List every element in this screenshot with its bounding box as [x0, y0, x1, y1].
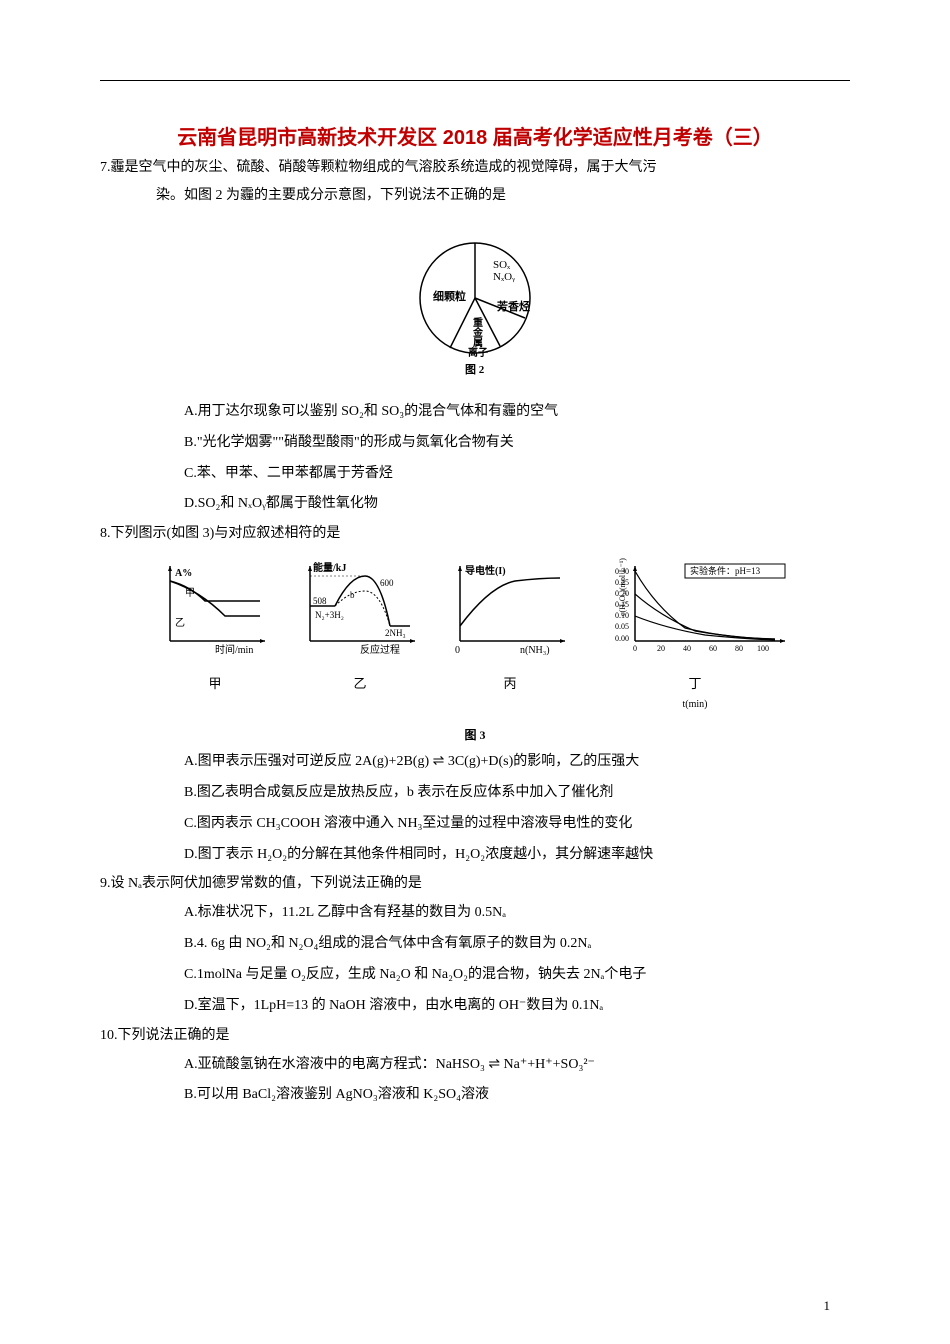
pie-label-particle: 细颗粒	[433, 289, 466, 303]
question-7: 7.霾是空气中的灰尘、硫酸、硝酸等颗粒物组成的气溶胶系统造成的视觉障碍，属于大气…	[100, 154, 850, 520]
page-number: 1	[824, 1298, 831, 1314]
pie-chart: SOₓ NₓOᵧ 细颗粒 芳香烃 重 金 属 离子 图 2	[395, 218, 555, 378]
chart-ding-label: 丁	[595, 671, 795, 697]
svg-text:N₂+3H₂: N₂+3H₂	[315, 610, 344, 620]
question-9: 9.设 Nₐ表示阿伏加德罗常数的值，下列说法正确的是 A.标准状况下，11.2L…	[100, 870, 850, 1021]
chart-bing: 导电性(I) 0 n(NH₃) 丙	[445, 556, 575, 715]
pie-label-metal4: 离子	[468, 346, 488, 359]
q10-stem: 10.下列说法正确的是	[100, 1022, 850, 1050]
svg-text:80: 80	[735, 644, 743, 653]
svg-text:60: 60	[709, 644, 717, 653]
question-10: 10.下列说法正确的是 A.亚硫酸氢钠在水溶液中的电离方程式：NaHSO₃ ⇌ …	[100, 1022, 850, 1112]
svg-text:c(H₂O₂)(mol·L⁻¹): c(H₂O₂)(mol·L⁻¹)	[618, 558, 627, 616]
chart-yi-label: 乙	[295, 671, 425, 697]
svg-text:508: 508	[313, 596, 327, 606]
svg-text:2NH₃: 2NH₃	[385, 628, 406, 638]
question-8: 8.下列图示(如图 3)与对应叙述相符的是 A% 甲 乙 时间/min 甲	[100, 520, 850, 870]
svg-text:导电性(I): 导电性(I)	[465, 564, 506, 577]
pie-figure: SOₓ NₓOᵧ 细颗粒 芳香烃 重 金 属 离子 图 2	[100, 218, 850, 389]
q7-cont: 染。如图 2 为霾的主要成分示意图，下列说法不正确的是	[100, 182, 850, 210]
q7-optC: C.苯、甲苯、二甲苯都属于芳香烃	[100, 459, 850, 490]
q9-optD: D.室温下，1LpH=13 的 NaOH 溶液中，由水电离的 OH⁻数目为 0.…	[100, 991, 850, 1022]
svg-text:0: 0	[455, 645, 460, 656]
svg-text:能量/kJ: 能量/kJ	[313, 561, 346, 574]
svg-text:甲: 甲	[185, 588, 195, 599]
chart-ding: 0.30 0.25 0.20 0.15 0.10 0.05 0.00 c(H₂O…	[595, 556, 795, 715]
chart-ding-xlabel: t(min)	[595, 695, 795, 715]
svg-text:反应过程: 反应过程	[360, 643, 400, 656]
svg-text:b: b	[350, 590, 355, 600]
pie-label-sox: SOₓ	[493, 259, 511, 271]
chart-bing-label: 丙	[445, 671, 575, 697]
q9-optA: A.标准状况下，11.2L 乙醇中含有羟基的数目为 0.5Nₐ	[100, 898, 850, 929]
svg-text:时间/min: 时间/min	[215, 643, 253, 656]
fig3-caption: 图 3	[100, 723, 850, 747]
svg-text:0.00: 0.00	[615, 634, 629, 643]
svg-text:乙: 乙	[175, 617, 185, 629]
q8-optA: A.图甲表示压强对可逆反应 2A(g)+2B(g) ⇌ 3C(g)+D(s)的影…	[100, 747, 850, 778]
q8-stem: 8.下列图示(如图 3)与对应叙述相符的是	[100, 520, 850, 548]
charts-row: A% 甲 乙 时间/min 甲 能量/kJ 508	[100, 556, 850, 715]
svg-text:A%: A%	[175, 568, 192, 579]
chart-yi: 能量/kJ 508 b 600 N₂+3H₂ 2NH₃ 反应过程 乙	[295, 556, 425, 715]
q7-optB: B."光化学烟雾""硝酸型酸雨"的形成与氮氧化合物有关	[100, 428, 850, 459]
q10-optB: B.可以用 BaCl₂溶液鉴别 AgNO₃溶液和 K₂SO₄溶液	[100, 1080, 850, 1111]
q9-optC: C.1molNa 与足量 O₂反应，生成 Na₂O 和 Na₂O₂的混合物，钠失…	[100, 960, 850, 991]
q9-optB: B.4. 6g 由 NO₂和 N₂O₄组成的混合气体中含有氧原子的数目为 0.2…	[100, 929, 850, 960]
svg-text:0.05: 0.05	[615, 622, 629, 631]
svg-text:600: 600	[380, 578, 394, 588]
q9-stem: 9.设 Nₐ表示阿伏加德罗常数的值，下列说法正确的是	[100, 870, 850, 898]
svg-text:40: 40	[683, 644, 691, 653]
q8-optB: B.图乙表明合成氨反应是放热反应，b 表示在反应体系中加入了催化剂	[100, 778, 850, 809]
top-divider	[100, 80, 850, 81]
pie-label-aromatic: 芳香烃	[497, 299, 530, 313]
svg-text:实验条件：pH=13: 实验条件：pH=13	[690, 565, 761, 576]
svg-text:20: 20	[657, 644, 665, 653]
svg-text:n(NH₃): n(NH₃)	[520, 645, 550, 656]
q7-optA: A.用丁达尔现象可以鉴别 SO₂和 SO₃的混合气体和有霾的空气	[100, 397, 850, 428]
q10-optA: A.亚硫酸氢钠在水溶液中的电离方程式：NaHSO₃ ⇌ Na⁺+H⁺+SO₃²⁻	[100, 1050, 850, 1081]
svg-text:100: 100	[757, 644, 769, 653]
q8-optC: C.图丙表示 CH₃COOH 溶液中通入 NH₃至过量的过程中溶液导电性的变化	[100, 809, 850, 840]
pie-caption: 图 2	[465, 363, 485, 376]
pie-label-nox: NₓOᵧ	[493, 271, 515, 283]
chart-jia: A% 甲 乙 时间/min 甲	[155, 556, 275, 715]
chart-jia-label: 甲	[155, 671, 275, 697]
q7-stem: 7.霾是空气中的灰尘、硫酸、硝酸等颗粒物组成的气溶胶系统造成的视觉障碍，属于大气…	[100, 154, 850, 182]
svg-text:0: 0	[633, 644, 637, 653]
page-title: 云南省昆明市高新技术开发区 2018 届高考化学适应性月考卷（三）	[100, 121, 850, 150]
q8-optD: D.图丁表示 H₂O₂的分解在其他条件相同时，H₂O₂浓度越小，其分解速率越快	[100, 840, 850, 871]
q7-optD: D.SO₂和 NₓOᵧ都属于酸性氧化物	[100, 489, 850, 520]
